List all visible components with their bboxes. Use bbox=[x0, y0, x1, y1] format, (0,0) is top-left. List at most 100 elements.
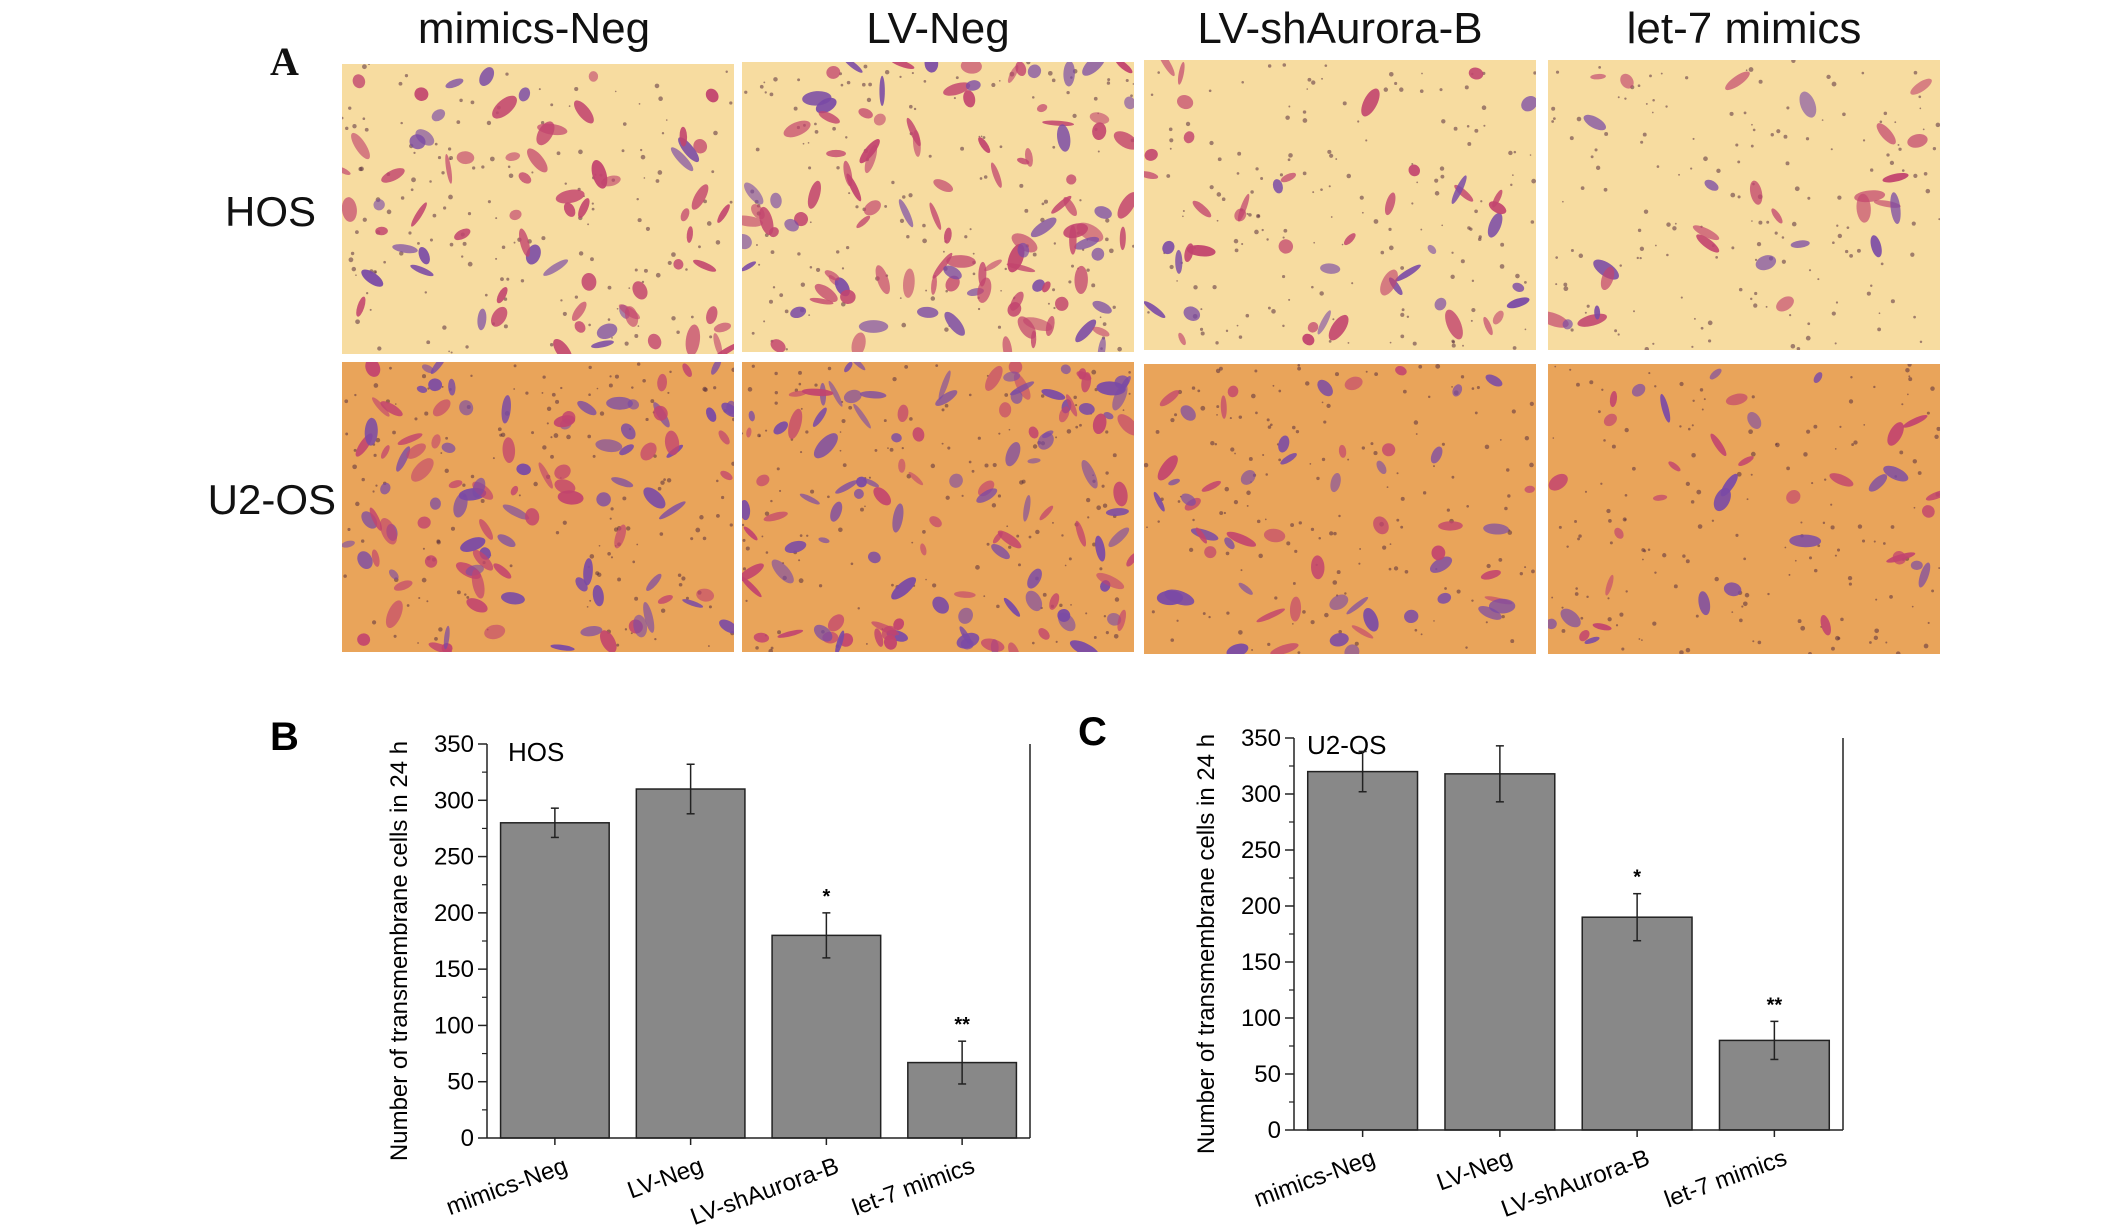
membrane-pore bbox=[1647, 548, 1651, 552]
stained-cell bbox=[1483, 316, 1493, 336]
membrane-pore bbox=[729, 200, 733, 204]
stained-cell bbox=[1204, 546, 1217, 559]
stained-cell bbox=[1579, 629, 1590, 642]
membrane-pore bbox=[1594, 148, 1598, 152]
membrane-pore bbox=[978, 135, 981, 138]
stained-cell bbox=[912, 427, 925, 442]
stained-cell bbox=[746, 427, 752, 438]
membrane-pore bbox=[968, 460, 972, 464]
membrane-pore bbox=[1607, 617, 1612, 622]
membrane-pore bbox=[1400, 496, 1405, 501]
membrane-pore bbox=[464, 593, 467, 596]
membrane-pore bbox=[645, 417, 649, 422]
membrane-pore bbox=[1758, 220, 1763, 225]
membrane-pore bbox=[609, 517, 612, 520]
stained-cell bbox=[1153, 491, 1165, 512]
stained-cell bbox=[1007, 65, 1019, 84]
stained-cell bbox=[1030, 330, 1037, 349]
micrograph-background bbox=[1144, 60, 1536, 350]
membrane-pore bbox=[1312, 191, 1315, 194]
stained-cell bbox=[682, 599, 704, 608]
membrane-pore bbox=[1047, 71, 1053, 76]
stained-cell bbox=[742, 499, 751, 521]
membrane-pore bbox=[556, 151, 561, 156]
membrane-pore bbox=[944, 403, 949, 408]
stained-cell bbox=[898, 458, 906, 473]
membrane-pore bbox=[1746, 498, 1749, 501]
membrane-pore bbox=[1847, 575, 1853, 581]
stained-cell bbox=[1487, 212, 1503, 238]
membrane-pore bbox=[798, 559, 801, 562]
membrane-pore bbox=[671, 252, 676, 257]
membrane-pore bbox=[665, 119, 668, 121]
stained-cell bbox=[1395, 264, 1421, 282]
stained-cell bbox=[1103, 412, 1114, 420]
membrane-pore bbox=[622, 122, 627, 126]
column-title-lv-neg: LV-Neg bbox=[866, 4, 1010, 53]
membrane-pore bbox=[360, 539, 365, 543]
stained-cell bbox=[1710, 433, 1727, 457]
stained-cell bbox=[428, 642, 452, 652]
membrane-pore bbox=[417, 642, 419, 644]
membrane-pore bbox=[1310, 620, 1315, 625]
membrane-pore bbox=[707, 645, 710, 647]
stained-cell bbox=[1227, 385, 1239, 398]
stained-cell bbox=[1175, 249, 1183, 274]
stained-cell bbox=[984, 259, 1002, 272]
membrane-pore bbox=[495, 217, 498, 220]
membrane-pore bbox=[638, 102, 641, 105]
membrane-pore bbox=[906, 234, 910, 239]
stained-cell bbox=[1003, 371, 1021, 382]
x-tick-label: let-7 mimics bbox=[849, 1152, 979, 1221]
stained-cell bbox=[581, 273, 597, 291]
membrane-pore bbox=[389, 366, 392, 370]
membrane-pore bbox=[1130, 94, 1133, 98]
stained-cell bbox=[943, 82, 971, 96]
membrane-pore bbox=[1267, 306, 1271, 310]
membrane-pore bbox=[1256, 519, 1261, 524]
membrane-pore bbox=[930, 296, 936, 301]
membrane-pore bbox=[1157, 71, 1160, 74]
membrane-pore bbox=[1834, 342, 1837, 345]
membrane-pore bbox=[609, 375, 612, 378]
membrane-pore bbox=[842, 463, 847, 468]
membrane-pore bbox=[1531, 569, 1535, 574]
membrane-pore bbox=[1483, 124, 1486, 127]
micrograph-u2os-mimics-neg bbox=[342, 362, 734, 652]
stained-cell bbox=[1492, 310, 1504, 325]
membrane-pore bbox=[1821, 119, 1824, 121]
membrane-pore bbox=[809, 221, 812, 224]
membrane-pore bbox=[1389, 341, 1392, 344]
stained-cell bbox=[555, 189, 585, 204]
membrane-pore bbox=[375, 437, 381, 443]
stained-cell bbox=[873, 487, 892, 506]
membrane-pore bbox=[1639, 246, 1645, 251]
membrane-pore bbox=[977, 436, 981, 440]
membrane-pore bbox=[1861, 71, 1865, 75]
stained-cell bbox=[991, 543, 1010, 560]
membrane-pore bbox=[513, 364, 517, 368]
membrane-pore bbox=[944, 327, 949, 332]
membrane-pore bbox=[1800, 521, 1803, 524]
stained-cell bbox=[1108, 527, 1130, 548]
stained-cell bbox=[1512, 282, 1525, 292]
membrane-pore bbox=[1406, 315, 1410, 319]
membrane-pore bbox=[1209, 140, 1214, 146]
stained-cell bbox=[1709, 368, 1722, 380]
membrane-pore bbox=[1748, 429, 1753, 435]
membrane-pore bbox=[1693, 317, 1696, 320]
stained-cell bbox=[1483, 523, 1510, 535]
membrane-pore bbox=[1336, 570, 1341, 575]
membrane-pore bbox=[345, 126, 349, 131]
stained-cell bbox=[1069, 640, 1100, 652]
stained-cell bbox=[770, 192, 782, 209]
membrane-pore bbox=[1320, 188, 1323, 191]
stained-cell bbox=[1344, 376, 1363, 391]
stained-cell bbox=[932, 252, 953, 279]
panel-letter: C bbox=[1078, 710, 1107, 754]
membrane-pore bbox=[839, 431, 842, 433]
membrane-pore bbox=[355, 501, 360, 507]
stained-cell bbox=[818, 537, 830, 544]
membrane-pore bbox=[1422, 491, 1427, 495]
stained-cell bbox=[477, 308, 487, 331]
